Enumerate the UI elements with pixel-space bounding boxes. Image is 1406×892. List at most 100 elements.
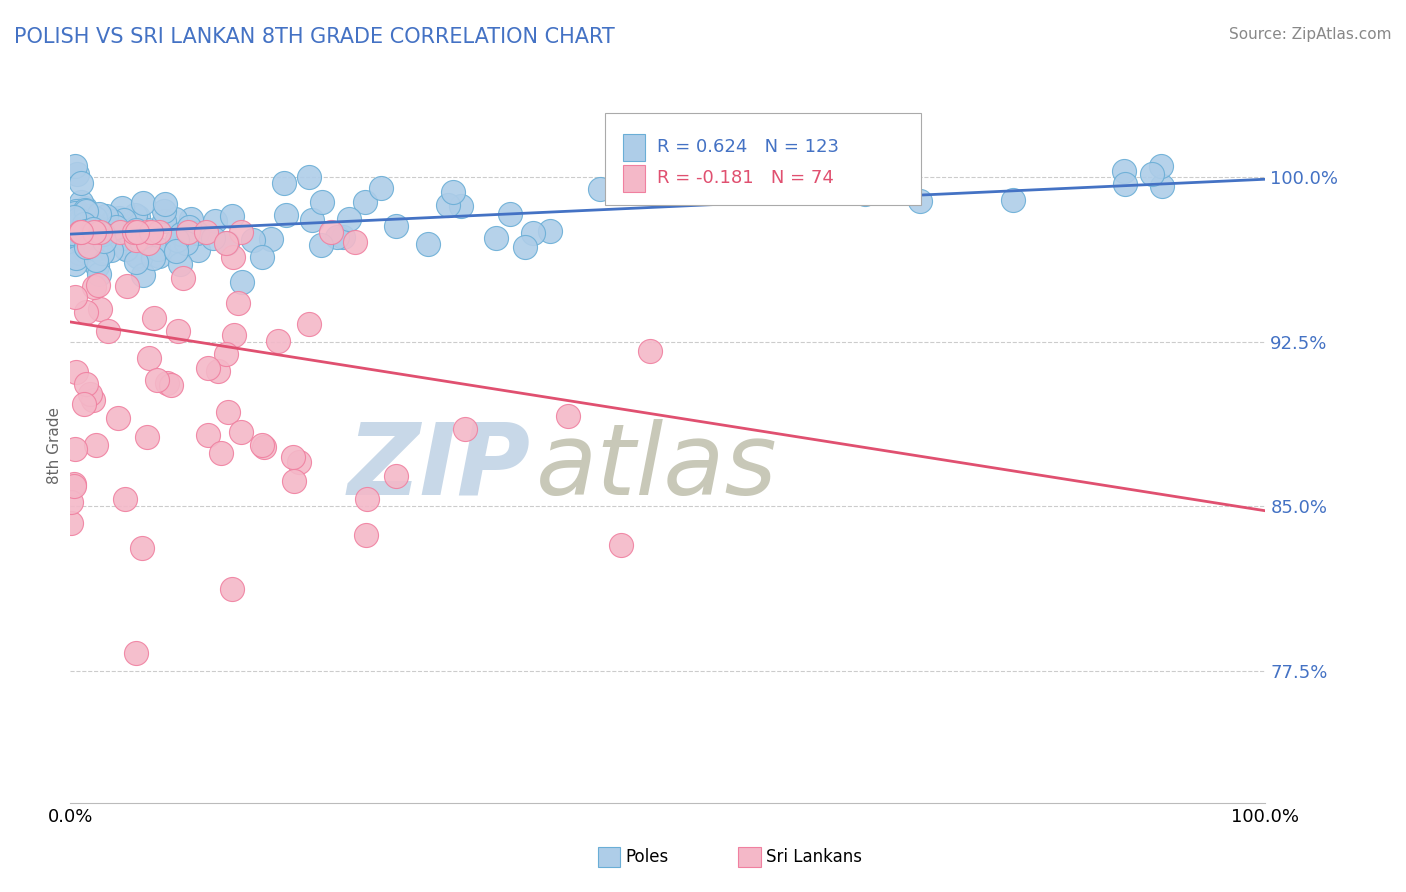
Point bbox=[62, 210, 84, 224]
Point bbox=[1114, 177, 1136, 191]
Point bbox=[132, 196, 155, 211]
Point bbox=[112, 213, 135, 227]
Point bbox=[86, 253, 108, 268]
Point bbox=[62, 228, 84, 243]
Point bbox=[75, 239, 97, 253]
Point bbox=[186, 226, 208, 240]
Point bbox=[226, 296, 249, 310]
Point bbox=[165, 211, 187, 226]
Point bbox=[127, 249, 149, 263]
Point bbox=[62, 479, 84, 493]
Point bbox=[75, 304, 97, 318]
Point bbox=[180, 212, 202, 227]
Point bbox=[273, 176, 295, 190]
Point bbox=[640, 344, 662, 359]
Point bbox=[125, 646, 148, 660]
Point bbox=[353, 194, 375, 209]
Point bbox=[910, 194, 932, 208]
Point bbox=[807, 178, 830, 193]
Point bbox=[169, 227, 191, 242]
Point bbox=[75, 223, 97, 237]
Point bbox=[222, 250, 245, 264]
Point bbox=[250, 438, 273, 452]
Point bbox=[337, 211, 360, 226]
Point bbox=[143, 310, 166, 325]
Point bbox=[204, 214, 226, 228]
Point bbox=[60, 226, 83, 240]
Point bbox=[73, 201, 96, 215]
Point bbox=[855, 186, 877, 201]
Point bbox=[418, 237, 440, 252]
Text: POLISH VS SRI LANKAN 8TH GRADE CORRELATION CHART: POLISH VS SRI LANKAN 8TH GRADE CORRELATI… bbox=[14, 27, 614, 46]
Point bbox=[197, 361, 219, 376]
Point bbox=[146, 374, 169, 388]
Point bbox=[148, 243, 170, 257]
Point bbox=[177, 219, 200, 234]
Point bbox=[72, 228, 94, 243]
Point bbox=[131, 541, 153, 556]
Point bbox=[1140, 167, 1163, 181]
Point bbox=[136, 223, 159, 237]
Point bbox=[281, 450, 304, 464]
Point bbox=[142, 251, 165, 265]
Point bbox=[207, 364, 229, 378]
Point bbox=[153, 203, 176, 218]
Point bbox=[215, 236, 238, 251]
Point bbox=[253, 440, 276, 454]
Point bbox=[86, 259, 108, 273]
Point bbox=[298, 317, 321, 331]
Text: R = -0.181   N = 74: R = -0.181 N = 74 bbox=[657, 169, 834, 187]
Point bbox=[101, 214, 124, 228]
Point bbox=[117, 278, 139, 293]
Point bbox=[165, 244, 187, 258]
Point bbox=[343, 235, 366, 250]
Point bbox=[80, 231, 103, 245]
Point bbox=[75, 203, 97, 218]
Point bbox=[65, 203, 87, 218]
Point bbox=[91, 222, 114, 236]
Point bbox=[513, 239, 536, 253]
Point bbox=[69, 225, 91, 239]
Point bbox=[222, 328, 245, 343]
Point bbox=[325, 230, 347, 244]
Point bbox=[91, 246, 114, 260]
Point bbox=[87, 267, 110, 281]
Point bbox=[86, 278, 108, 293]
Point bbox=[1150, 159, 1173, 173]
Point bbox=[125, 217, 148, 231]
Point bbox=[103, 212, 125, 227]
Point bbox=[84, 218, 107, 232]
Point bbox=[89, 225, 111, 239]
Point bbox=[1152, 179, 1174, 194]
Point bbox=[148, 249, 170, 263]
Point bbox=[63, 289, 86, 303]
Point bbox=[441, 185, 464, 199]
Point bbox=[231, 225, 253, 239]
Point bbox=[91, 227, 114, 241]
Point bbox=[385, 219, 408, 234]
Point bbox=[221, 582, 243, 596]
Point bbox=[166, 233, 188, 247]
Point bbox=[454, 422, 477, 436]
Point bbox=[105, 220, 128, 235]
Point bbox=[82, 392, 104, 407]
Point bbox=[63, 206, 86, 220]
Point bbox=[94, 209, 117, 223]
Point bbox=[93, 234, 115, 248]
Point bbox=[65, 365, 87, 379]
Point bbox=[82, 221, 104, 235]
Text: Source: ZipAtlas.com: Source: ZipAtlas.com bbox=[1229, 27, 1392, 42]
Point bbox=[450, 199, 472, 213]
Point bbox=[332, 230, 354, 244]
Point bbox=[83, 233, 105, 247]
Point bbox=[209, 445, 232, 459]
Point bbox=[136, 430, 159, 444]
Point bbox=[201, 231, 224, 245]
Point bbox=[86, 221, 108, 235]
Point bbox=[69, 225, 91, 239]
Point bbox=[115, 242, 138, 256]
Point bbox=[136, 225, 159, 239]
Point bbox=[69, 214, 91, 228]
Point bbox=[60, 516, 83, 530]
Point bbox=[124, 209, 146, 223]
